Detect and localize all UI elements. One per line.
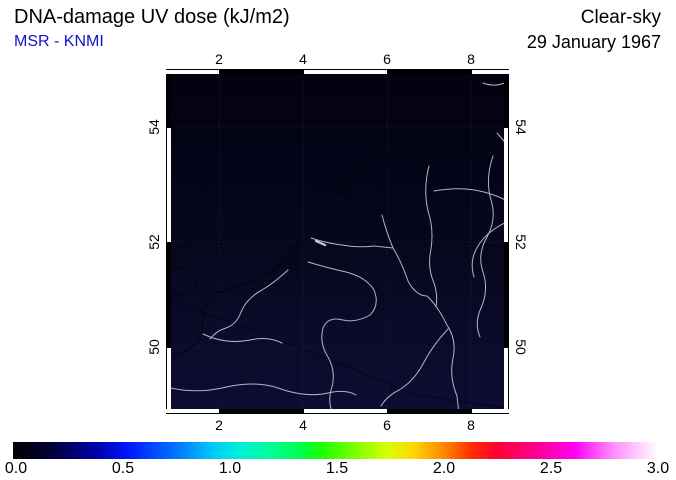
- colorbar-labels: 0.0 0.5 1.0 1.5 2.0 2.5 3.0: [0, 460, 676, 480]
- tick-top-4: [303, 69, 304, 74]
- date-label: 29 January 1967: [526, 32, 661, 52]
- frame-border-left: [166, 69, 171, 414]
- lat-label-right-50: 50: [513, 339, 529, 355]
- map-frame: 2 4 6 8 2 4 6 8 54 52 50 54 52 50: [146, 51, 529, 433]
- tick-bottom-4: [303, 409, 304, 414]
- tick-bottom-2: [219, 409, 220, 414]
- tick-top-2: [219, 69, 220, 74]
- frame-border-bottom: [166, 409, 509, 414]
- tick-right-50: [504, 347, 509, 348]
- tick-top-8: [471, 69, 472, 74]
- tick-bottom-6: [387, 409, 388, 414]
- dose-field-background: [166, 69, 509, 414]
- colorbar-label-3: 1.5: [325, 460, 349, 477]
- tick-left-54: [166, 127, 171, 128]
- plot-subtitle: MSR - KNMI: [14, 33, 104, 50]
- colorbar-label-4: 2.0: [432, 460, 456, 477]
- tick-left-52: [166, 242, 171, 243]
- colorbar-label-1: 0.5: [111, 460, 135, 477]
- coastline-paths: [166, 69, 501, 358]
- colorbar-label-2: 1.0: [218, 460, 242, 477]
- lon-label-bottom-8: 8: [467, 417, 475, 433]
- tick-left-50: [166, 347, 171, 348]
- tick-top-6: [387, 69, 388, 74]
- lon-label-top-8: 8: [467, 51, 475, 67]
- lon-label-top-6: 6: [383, 51, 391, 67]
- tick-right-52: [504, 242, 509, 243]
- condition-label: Clear-sky: [580, 7, 661, 28]
- lat-label-left-50: 50: [146, 339, 162, 355]
- lon-label-top-2: 2: [215, 51, 223, 67]
- header-left: DNA-damage UV dose (kJ/m2) MSR - KNMI: [14, 5, 290, 52]
- colorbar-label-6: 3.0: [646, 460, 670, 477]
- map-canvas: [166, 69, 509, 414]
- lon-label-bottom-6: 6: [383, 417, 391, 433]
- lat-label-right-52: 52: [513, 234, 529, 250]
- colorbar-gradient: [13, 442, 658, 459]
- frame-border-right: [504, 69, 509, 414]
- lat-label-left-52: 52: [146, 234, 162, 250]
- lon-label-top-4: 4: [299, 51, 307, 67]
- plot-title: DNA-damage UV dose (kJ/m2): [14, 6, 290, 28]
- header-right: Clear-sky 29 January 1967: [527, 6, 661, 53]
- colorbar-label-5: 2.5: [539, 460, 563, 477]
- tick-right-54: [504, 127, 509, 128]
- lat-label-right-54: 54: [513, 119, 529, 135]
- tick-bottom-8: [471, 409, 472, 414]
- river-paths: [166, 80, 509, 414]
- lat-label-left-54: 54: [146, 119, 162, 135]
- colorbar-label-0: 0.0: [4, 460, 28, 477]
- lon-label-bottom-2: 2: [215, 417, 223, 433]
- lon-label-bottom-4: 4: [299, 417, 307, 433]
- frame-border-top: [166, 69, 509, 74]
- dose-contours: [166, 122, 509, 409]
